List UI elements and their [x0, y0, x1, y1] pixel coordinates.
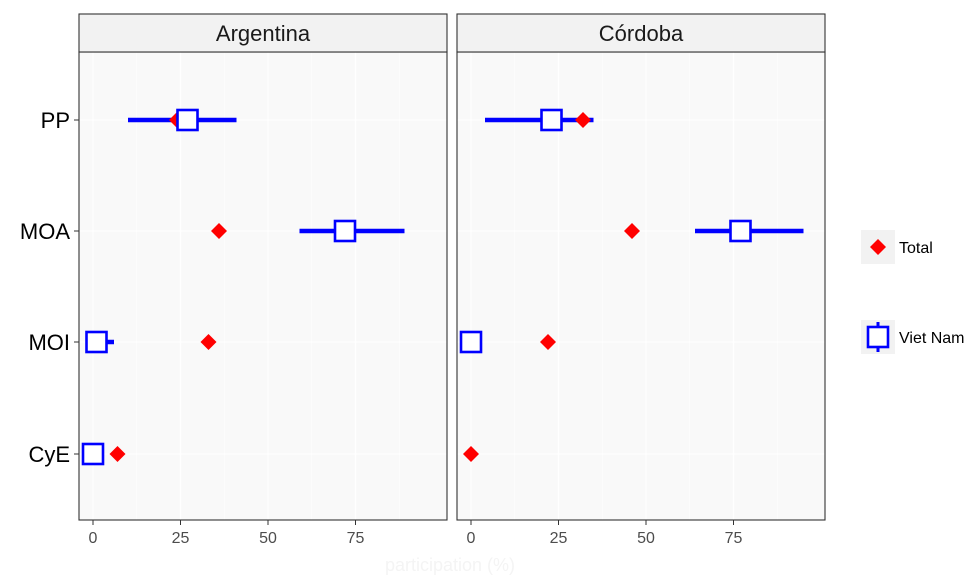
x-tick-label: 50	[259, 530, 277, 547]
legend-label: Viet Nam	[899, 330, 965, 347]
x-tick-label: 25	[172, 530, 190, 547]
panel-background	[79, 52, 447, 520]
y-tick-label: MOI	[28, 330, 70, 355]
legend-square-icon	[866, 325, 890, 349]
strip-background	[456, 13, 826, 53]
x-tick-label: 0	[467, 530, 476, 547]
total-point	[211, 223, 227, 239]
total-point	[575, 112, 591, 128]
legend-item-total: Total	[861, 230, 933, 264]
x-axis-title: participation (%)	[385, 555, 515, 575]
y-tick-label: MOA	[20, 219, 70, 244]
total-point	[540, 334, 556, 350]
viet-nam-point	[333, 219, 357, 243]
total-point	[109, 446, 126, 462]
viet-nam-point	[729, 219, 752, 243]
viet-nam-point	[81, 442, 105, 466]
viet-nam-point	[85, 330, 108, 354]
viet-nam-point	[459, 330, 483, 354]
x-tick-label: 50	[637, 530, 655, 547]
panel-background	[457, 52, 825, 520]
total-point	[624, 223, 640, 239]
legend-label: Total	[899, 240, 933, 257]
x-tick-label: 75	[725, 530, 743, 547]
total-point	[200, 334, 217, 350]
legend-item-viet-nam: Viet Nam	[861, 320, 965, 354]
viet-nam-point	[540, 108, 563, 132]
legend: Total Viet Nam	[861, 230, 965, 354]
panel-c-rdoba: Córdoba 0 25 50 75	[456, 13, 826, 547]
total-point	[463, 446, 479, 462]
panels-layer: Argentina 0 25 50 75 Córdoba 0 25 50 75	[78, 13, 826, 547]
strip-background	[78, 13, 448, 53]
y-axis: PP MOA MOI CyE	[20, 108, 79, 467]
x-tick-label: 25	[550, 530, 568, 547]
viet-nam-point	[176, 108, 199, 132]
x-tick-label: 75	[347, 530, 365, 547]
panel-argentina: Argentina 0 25 50 75	[78, 13, 448, 547]
legend-diamond-icon	[870, 239, 886, 255]
strip-label: Córdoba	[599, 21, 684, 46]
y-tick-label: CyE	[28, 442, 70, 467]
strip-label: Argentina	[216, 21, 311, 46]
x-tick-label: 0	[89, 530, 98, 547]
y-tick-label: PP	[41, 108, 70, 133]
